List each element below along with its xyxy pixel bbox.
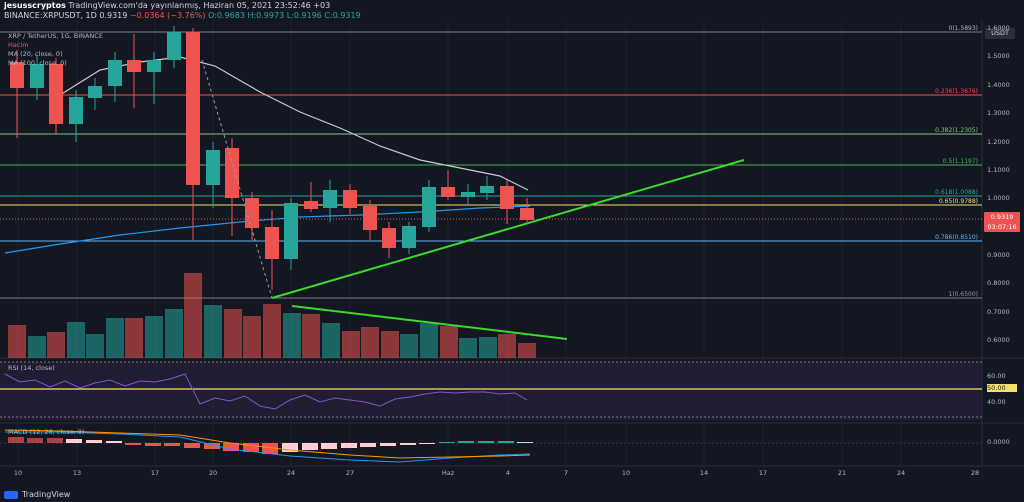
last-price-label: 0.9319	[990, 213, 1014, 221]
rsi-tick: 40.00	[987, 398, 1006, 406]
fib-label: 0.786(0.8510)	[935, 234, 978, 241]
rsi-band	[0, 362, 982, 420]
volume-trendline	[291, 305, 568, 340]
tradingview-brand[interactable]: TradingView	[4, 490, 70, 499]
time-tick: 14	[699, 469, 709, 477]
candles	[10, 26, 534, 290]
fib-label: 0.618(1.0088)	[935, 189, 978, 196]
currency-label[interactable]: USDT	[985, 28, 1015, 39]
rsi-tick: 60.00	[987, 372, 1006, 380]
price-tick: 0.6000	[987, 336, 1010, 344]
fib-diagonal	[201, 59, 273, 299]
tradingview-logo-icon	[4, 490, 18, 499]
fib-label: 0.236(1.3676)	[935, 88, 978, 95]
fib-label: 0.5(1.1197)	[942, 158, 978, 165]
fib-label: 0.382(1.2305)	[935, 127, 978, 134]
time-tick: 10	[13, 469, 23, 477]
rsi-tick: 50.00	[987, 384, 1017, 392]
time-tick: 17	[758, 469, 768, 477]
time-tick: Haz	[441, 469, 455, 477]
price-tick: 0.9000	[987, 251, 1010, 259]
time-tick: 4	[505, 469, 511, 477]
ma100-legend[interactable]: MA (100, close, 0)	[8, 59, 67, 67]
symbol-label[interactable]: BINANCE:XRPUSDT, 1D	[4, 11, 97, 20]
volume-legend[interactable]: Hacim	[8, 41, 29, 49]
high-value: H:0.9973	[247, 11, 285, 20]
fib-label: 0(1.5893)	[948, 25, 979, 32]
price-tick: 1.3000	[987, 109, 1010, 117]
macd-legend[interactable]: MACD (12, 26, close, 9)	[8, 428, 85, 436]
time-tick: 24	[896, 469, 906, 477]
price-tick: 0.8000	[987, 279, 1010, 287]
time-tick: 13	[72, 469, 82, 477]
macd-signal-line	[4, 429, 531, 459]
price-tick: 1.4000	[987, 81, 1010, 89]
ma100-line	[4, 205, 531, 254]
last-price-tag: 0.9319 03:07:16	[984, 212, 1020, 232]
time-tick: 28	[970, 469, 980, 477]
pair-legend[interactable]: XRP / TetherUS, 1G, BINANCE	[8, 32, 103, 40]
macd-tick: 0.0000	[987, 438, 1010, 446]
rsi-legend[interactable]: RSI (14, close)	[8, 364, 55, 372]
time-tick: 20	[208, 469, 218, 477]
change-value: −0.0364 (−3.76%)	[129, 11, 206, 20]
low-value: L:0.9196	[286, 11, 322, 20]
time-tick: 24	[286, 469, 296, 477]
publisher-name[interactable]: jesusscryptos	[4, 1, 66, 10]
time-tick: 17	[150, 469, 160, 477]
fib-label: 1(0.6500)	[948, 291, 979, 298]
published-text: TradingView.com'da yayınlanmış, Haziran …	[68, 1, 331, 10]
price-tick: 1.2000	[987, 138, 1010, 146]
volume-bars	[8, 273, 536, 358]
price-tick: 1.5000	[987, 52, 1010, 60]
price-tick: 1.1000	[987, 166, 1010, 174]
open-value: O:0.9683	[208, 11, 245, 20]
time-tick: 7	[563, 469, 569, 477]
bar-countdown: 03:07:16	[987, 223, 1017, 231]
price-tick: 1.6000	[987, 24, 1010, 32]
rsi-line	[4, 373, 528, 410]
last-price: 0.9319	[99, 11, 128, 20]
ma20-legend[interactable]: MA (20, close, 0)	[8, 50, 63, 58]
chart-header: jesusscryptos TradingView.com'da yayınla…	[0, 0, 1024, 20]
support-trendline	[271, 159, 745, 299]
price-tick: 1.0000	[987, 194, 1010, 202]
time-tick: 10	[621, 469, 631, 477]
brand-label: TradingView	[22, 490, 71, 499]
macd-histogram	[8, 437, 533, 454]
close-value: C:0.9319	[324, 11, 361, 20]
time-tick: 21	[837, 469, 847, 477]
fib-label: 0.65(0.9788)	[938, 198, 978, 205]
price-tick: 0.7000	[987, 308, 1010, 316]
time-tick: 27	[345, 469, 355, 477]
